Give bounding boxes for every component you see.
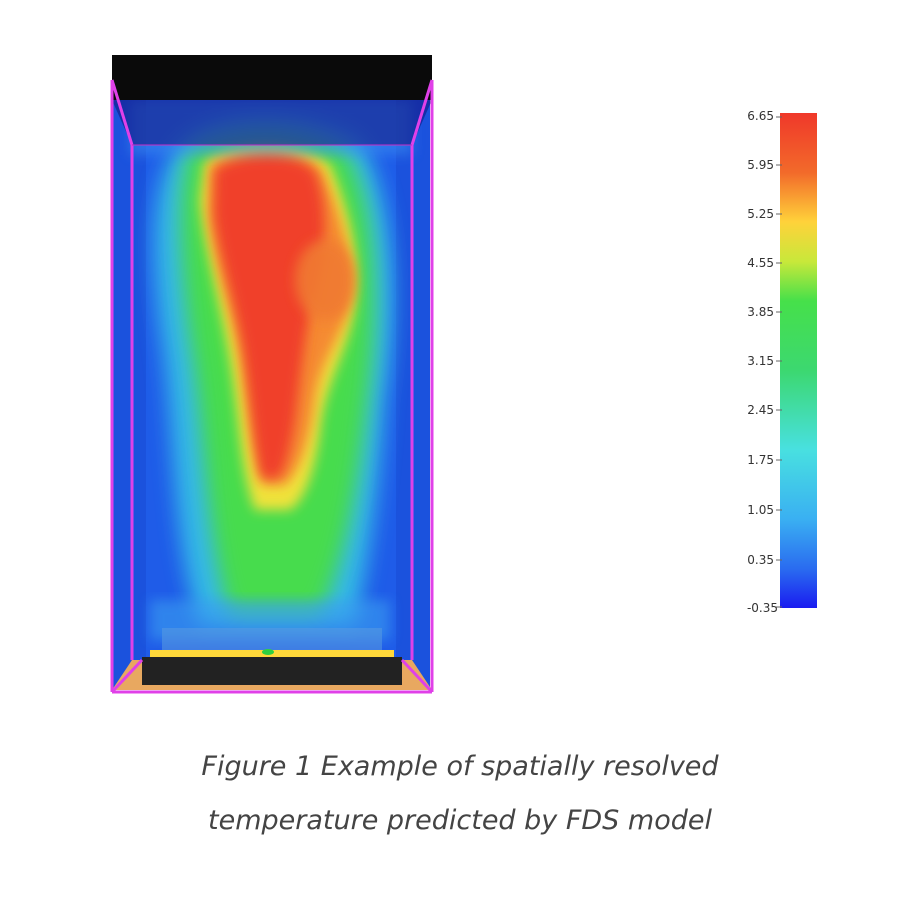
colorbar-tick-label: 1.05 bbox=[747, 503, 774, 517]
colorbar-tick-label: 1.75 bbox=[747, 453, 774, 467]
caption-line-1: Figure 1 Example of spatially resolved bbox=[201, 751, 719, 782]
colorbar-tick-label: 3.15 bbox=[747, 354, 774, 368]
burner-flame-dot bbox=[262, 649, 274, 655]
colorbar-tick-label: -0.35 bbox=[746, 601, 778, 615]
ceiling-slab bbox=[112, 55, 432, 100]
colorbar bbox=[780, 113, 817, 608]
caption-line-2: temperature predicted by FDS model bbox=[208, 805, 712, 836]
room-frame bbox=[110, 79, 434, 694]
colorbar-tick-label: 5.95 bbox=[747, 158, 774, 172]
ceiling-underside bbox=[112, 100, 432, 145]
colorbar-tick-label: 4.55 bbox=[747, 256, 774, 270]
colorbar-tick-label: 6.65 bbox=[747, 109, 774, 123]
figure-caption: Figure 1 Example of spatially resolved t… bbox=[130, 740, 790, 848]
colorbar-tick-label: 3.85 bbox=[747, 305, 774, 319]
colorbar-ticks bbox=[776, 116, 782, 608]
colorbar-tick-label: 0.35 bbox=[747, 553, 774, 567]
burner-base bbox=[142, 657, 402, 685]
colorbar-tick-label: 2.45 bbox=[747, 403, 774, 417]
left-wall-shade bbox=[112, 78, 146, 688]
temperature-core-red bbox=[214, 156, 325, 478]
burner-glass bbox=[162, 628, 382, 650]
temperature-lobe-orange bbox=[295, 240, 355, 320]
colorbar-tick-label: 5.25 bbox=[747, 207, 774, 221]
